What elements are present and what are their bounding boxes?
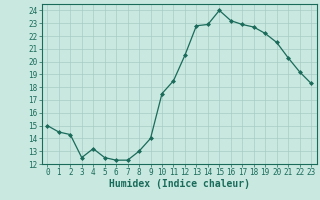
X-axis label: Humidex (Indice chaleur): Humidex (Indice chaleur): [109, 179, 250, 189]
